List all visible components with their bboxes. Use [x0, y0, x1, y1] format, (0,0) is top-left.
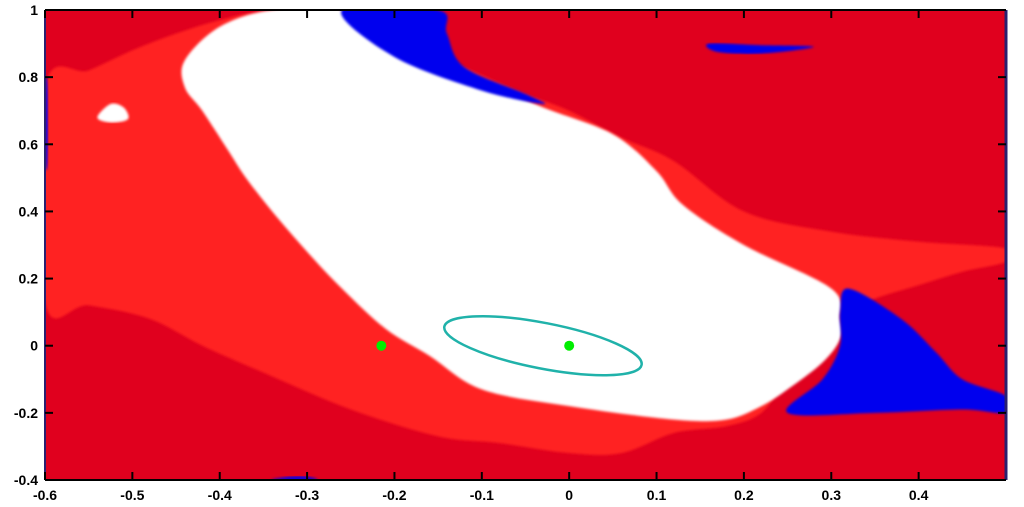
blue-region-top-right: [706, 43, 814, 54]
x-tick-label: 0.1: [647, 487, 667, 503]
data-point-1: [376, 340, 387, 351]
blue-region-right: [786, 288, 1006, 416]
confidence-ellipse: [443, 314, 643, 377]
x-tick-label: 0.3: [822, 487, 842, 503]
y-tick-label: 0.4: [19, 203, 39, 219]
y-tick-label: 0.6: [19, 136, 39, 152]
white-region: [181, 10, 842, 422]
x-tick-label: -0.5: [120, 487, 144, 503]
x-tick-label: -0.4: [208, 487, 232, 503]
y-tick-label: 1: [30, 2, 38, 18]
blue-region-top: [341, 10, 546, 105]
y-tick-label: 0.2: [19, 271, 39, 287]
white-blob-small: [97, 103, 129, 123]
data-point-2: [564, 340, 575, 351]
x-tick-label: -0.2: [382, 487, 406, 503]
x-tick-label: 0.2: [734, 487, 754, 503]
x-tick-label: 0: [565, 487, 573, 503]
y-tick-label: 0: [30, 338, 38, 354]
y-tick-label: -0.2: [14, 405, 38, 421]
x-tick-label: -0.3: [295, 487, 319, 503]
y-tick-label: 0.8: [19, 69, 39, 85]
x-tick-label: 0.4: [909, 487, 929, 503]
y-tick-label: -0.4: [14, 472, 38, 488]
x-tick-label: -0.6: [33, 487, 57, 503]
x-tick-label: -0.1: [470, 487, 494, 503]
